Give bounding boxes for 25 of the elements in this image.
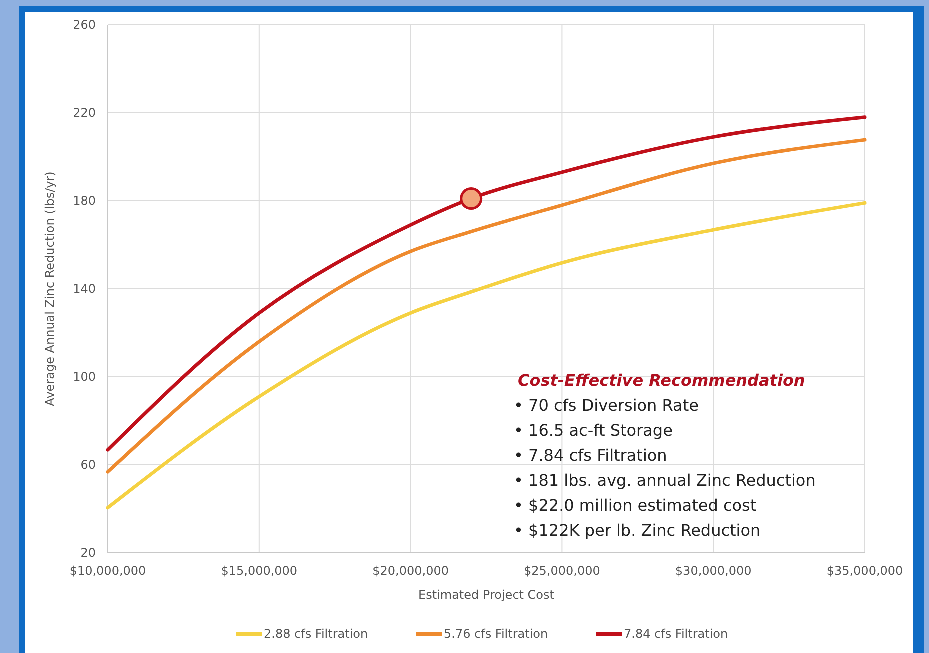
y-tick-label: 220 (73, 106, 96, 120)
legend-label: 5.76 cfs Filtration (444, 627, 548, 642)
annotation: • 7.84 cfs Filtration (514, 446, 668, 465)
annotation: • $22.0 million estimated cost (514, 496, 757, 515)
y-axis-title: Average Annual Zinc Reduction (lbs/yr) (43, 172, 57, 406)
y-tick-label: 60 (80, 458, 96, 472)
y-tick-label: 260 (73, 18, 96, 32)
legend-label: 2.88 cfs Filtration (264, 627, 368, 642)
annotation: • 70 cfs Diversion Rate (514, 396, 699, 415)
annotation: • 16.5 ac-ft Storage (514, 421, 673, 440)
annotation: Cost-Effective Recommendation (518, 371, 806, 390)
y-tick-label: 100 (73, 370, 96, 384)
x-tick-label: $25,000,000 (524, 564, 600, 578)
y-tick-label: 140 (73, 282, 96, 296)
annotation: • 181 lbs. avg. annual Zinc Reduction (514, 471, 816, 490)
x-tick-label: $35,000,000 (826, 564, 904, 578)
x-axis-title: Estimated Project Cost (418, 588, 555, 602)
y-tick-label: 20 (80, 546, 96, 560)
x-tick-label: $20,000,000 (372, 564, 449, 578)
x-tick-label: $15,000,000 (221, 564, 298, 578)
x-tick-label: $10,000,000 (70, 564, 146, 578)
y-tick-label: 180 (73, 194, 96, 208)
legend-label: 7.84 cfs Filtration (624, 627, 728, 642)
x-tick-label: $30,000,000 (675, 564, 752, 578)
annotation: • $122K per lb. Zinc Reduction (514, 521, 761, 540)
